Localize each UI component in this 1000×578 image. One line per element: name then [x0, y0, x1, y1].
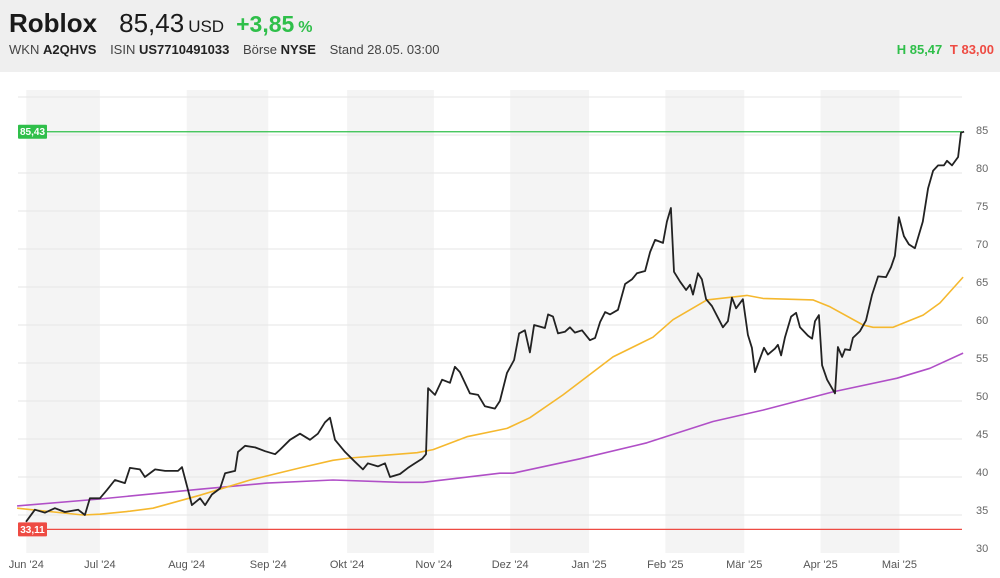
y-tick-label: 65 — [976, 277, 988, 289]
y-tick-label: 30 — [976, 543, 988, 555]
month-band — [347, 90, 434, 553]
percent-sign: % — [298, 19, 313, 36]
currency: USD — [188, 17, 225, 36]
price-change: +3,85 — [236, 11, 295, 37]
day-high: H 85,47 — [896, 42, 943, 57]
x-tick-label: Mai '25 — [882, 559, 917, 571]
quote-header: Roblox 85,43 USD +3,85 % WKN A2QHVS ISIN… — [0, 0, 1000, 72]
x-tick-label: Jul '24 — [84, 559, 115, 571]
y-tick-label: 60 — [976, 315, 988, 327]
exchange-value: NYSE — [280, 42, 316, 57]
month-band — [510, 90, 590, 553]
low-price-tag — [18, 522, 47, 537]
title-row: Roblox 85,43 USD +3,85 % — [9, 8, 313, 39]
security-info: WKN A2QHVS ISIN US7710491033 Börse NYSE … — [9, 42, 439, 57]
high-price-label: 85,43 — [20, 127, 45, 138]
month-band — [820, 90, 900, 553]
month-band — [186, 90, 269, 553]
x-tick-label: Dez '24 — [492, 559, 529, 571]
y-tick-label: 70 — [976, 239, 988, 251]
month-band — [26, 90, 100, 553]
y-tick-label: 55 — [976, 353, 988, 365]
x-tick-label: Feb '25 — [647, 559, 683, 571]
high-low: H 85,47 T 83,00 — [897, 42, 994, 57]
y-tick-label: 45 — [976, 429, 988, 441]
y-tick-label: 85 — [976, 125, 988, 137]
exchange-label: Börse — [242, 42, 277, 57]
y-tick-label: 75 — [976, 201, 988, 213]
isin-value: US7710491033 — [138, 42, 230, 57]
x-tick-label: Nov '24 — [415, 559, 452, 571]
timestamp: Stand 28.05. 03:00 — [329, 42, 440, 57]
stock-name: Roblox — [9, 8, 98, 38]
y-tick-label: 80 — [976, 163, 988, 175]
x-tick-label: Apr '25 — [803, 559, 838, 571]
y-tick-label: 35 — [976, 505, 988, 517]
x-tick-label: Jan '25 — [572, 559, 607, 571]
day-low: T 83,00 — [949, 42, 994, 57]
x-tick-label: Mär '25 — [726, 559, 762, 571]
x-tick-label: Sep '24 — [250, 559, 287, 571]
y-tick-label: 50 — [976, 391, 988, 403]
low-price-label: 33,11 — [20, 525, 45, 536]
stock-price: 85,43 — [119, 8, 185, 38]
wkn-value: A2QHVS — [42, 42, 97, 57]
isin-label: ISIN — [110, 42, 136, 57]
price-line — [25, 130, 965, 523]
moving-average-long-line — [17, 352, 964, 507]
x-tick-label: Jun '24 — [9, 559, 44, 571]
wkn-label: WKN — [9, 42, 40, 57]
x-tick-label: Okt '24 — [330, 559, 365, 571]
high-price-tag — [18, 124, 47, 139]
y-tick-label: 40 — [976, 467, 988, 479]
x-tick-label: Aug '24 — [168, 559, 205, 571]
month-band — [665, 90, 745, 553]
